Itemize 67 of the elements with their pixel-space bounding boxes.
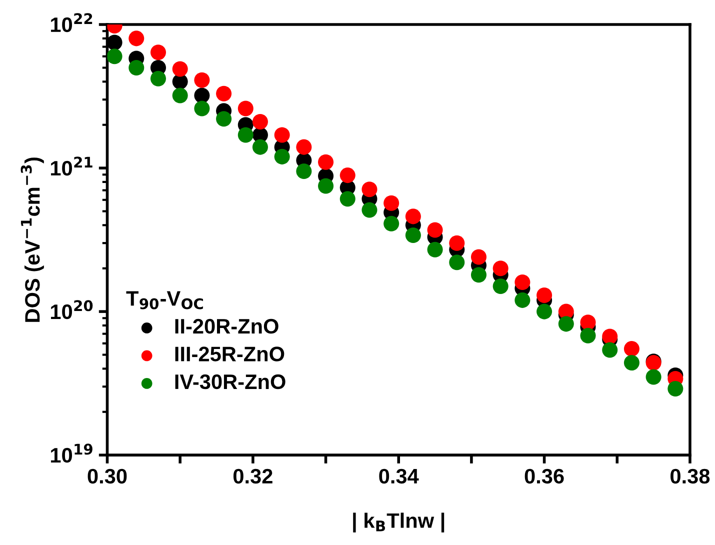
point (318, 178, 334, 194)
point (514, 274, 530, 290)
x-tick-label: 0.32 (233, 468, 272, 484)
point (274, 127, 290, 143)
point (318, 154, 334, 170)
x-tick-label: 0.30 (88, 468, 127, 484)
point (296, 163, 312, 180)
point (668, 380, 684, 396)
point (216, 86, 232, 102)
legend-label: II-20R-ZnO (175, 318, 278, 334)
point (172, 61, 188, 77)
point (449, 254, 465, 270)
point (427, 222, 443, 238)
point (536, 287, 552, 303)
x-tick-label: 0.36 (524, 468, 564, 484)
y-tick-label: 10$^{21}$ (50, 156, 92, 176)
point (340, 191, 356, 207)
point (492, 278, 508, 294)
point (194, 100, 210, 116)
point (150, 44, 166, 60)
point (405, 228, 421, 244)
point (624, 341, 640, 357)
point (384, 195, 400, 211)
y-axis-title: DOS (eV$^{−1}$cm$^{−3}$) (20, 158, 44, 322)
point (340, 168, 356, 184)
point (128, 30, 144, 46)
point (384, 216, 400, 232)
point (238, 127, 254, 143)
point (470, 249, 486, 265)
point (172, 88, 188, 104)
point (514, 292, 530, 308)
point (128, 60, 144, 76)
x-tick-label: 0.34 (379, 468, 419, 484)
point (646, 369, 662, 385)
y-tick-label: 10$^{22}$ (50, 13, 92, 32)
point (107, 34, 122, 50)
point (296, 139, 312, 155)
point (362, 202, 378, 218)
point (405, 208, 421, 224)
point (252, 114, 268, 130)
point (362, 182, 378, 198)
point (470, 267, 486, 283)
legend-label: III-25R-ZnO (175, 346, 284, 362)
point (194, 88, 210, 104)
point (238, 100, 254, 116)
y-tick-label: 10$^{19}$ (50, 444, 92, 463)
point (492, 260, 508, 276)
x-tick-label: 0.38 (670, 468, 710, 484)
point (427, 242, 443, 258)
point (602, 328, 618, 344)
y-tick-label: 10$^{20}$ (50, 300, 93, 320)
point (624, 354, 640, 370)
point (274, 148, 290, 164)
point (252, 139, 268, 155)
x-axis-title: | k$_{B}$Tlnw | (353, 512, 444, 532)
point (536, 304, 552, 320)
point (449, 235, 465, 251)
point (580, 328, 596, 344)
point (580, 314, 596, 330)
point (216, 111, 232, 127)
point (558, 316, 574, 332)
point (194, 72, 210, 88)
legend-title: T$_{90}$-V$_{OC}$ (126, 291, 203, 310)
point (150, 70, 166, 86)
point (107, 48, 122, 64)
point (602, 342, 618, 358)
legend-label: IV-30R-ZnO (175, 374, 286, 390)
